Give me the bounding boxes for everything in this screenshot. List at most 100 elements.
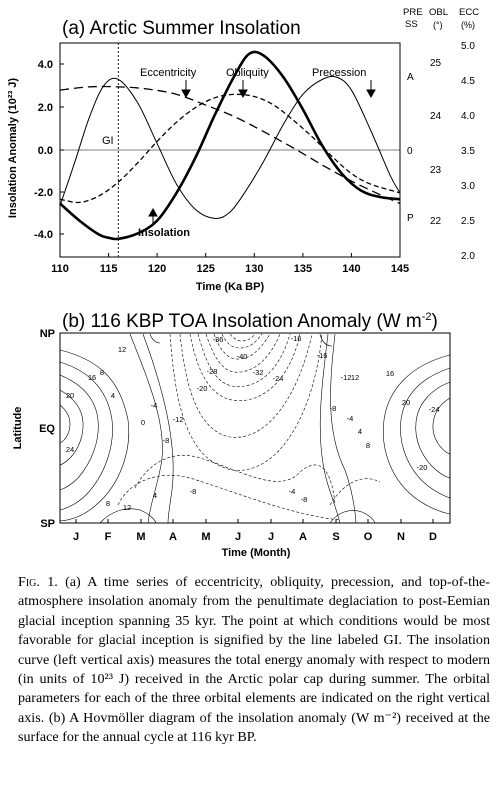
panel-b-xlabel: Time (Month) bbox=[222, 547, 291, 559]
pre-header: PRE bbox=[403, 7, 423, 18]
month-label: N bbox=[397, 531, 405, 543]
contour-label: -20 bbox=[197, 384, 208, 393]
panel-b-title-sup: -2 bbox=[422, 311, 432, 323]
contour-lines bbox=[59, 333, 451, 524]
obl-header: OBL bbox=[429, 7, 448, 18]
series-line-precession bbox=[59, 75, 401, 219]
contour-label: 8 bbox=[366, 441, 370, 450]
contour-label: -40 bbox=[237, 352, 248, 361]
contour-label: -4 bbox=[347, 414, 354, 423]
contour-label: -4 bbox=[151, 401, 158, 410]
y-tick-labels-a: 4.0 2.0 0.0 -2.0 -4.0 bbox=[34, 59, 53, 241]
x-tick-label: 125 bbox=[197, 263, 215, 275]
pre-tick-label: 0 bbox=[407, 146, 413, 157]
ecc-tick-label: 2.0 bbox=[461, 251, 475, 262]
figure: (a) Arctic Summer Insolation Insolation … bbox=[7, 7, 479, 559]
contour-label: 12 bbox=[118, 345, 126, 354]
contour-label: -12 bbox=[341, 373, 352, 382]
contour-label: 12 bbox=[123, 503, 131, 512]
contour-label: 20 bbox=[402, 398, 410, 407]
month-label: M bbox=[201, 531, 210, 543]
x-tick-label: 135 bbox=[294, 263, 312, 275]
contour-label: -12 bbox=[173, 415, 184, 424]
panel-a-ylabel: Insolation Anomaly (10²³ J) bbox=[7, 78, 19, 219]
y-tick-label: EQ bbox=[39, 423, 55, 435]
x-tick-label: 130 bbox=[245, 263, 263, 275]
caption-label: Fig. 1. bbox=[18, 574, 58, 590]
positive-contours bbox=[59, 333, 451, 524]
series-line-obliquity bbox=[59, 93, 401, 204]
figure-caption: Fig. 1. (a) A time series of eccentricit… bbox=[18, 573, 490, 748]
month-label: D bbox=[429, 531, 437, 543]
contour-label: 20 bbox=[66, 391, 74, 400]
annotation-arrows bbox=[148, 80, 376, 224]
y-tick-labels-b: NP EQ SP bbox=[39, 328, 55, 530]
x-tick-label: 110 bbox=[51, 263, 69, 275]
y-tick-label: 4.0 bbox=[38, 59, 53, 71]
ecc-header: ECC bbox=[459, 7, 479, 18]
y-tick-label: SP bbox=[40, 518, 55, 530]
ecc-tick-label: 4.0 bbox=[461, 111, 475, 122]
month-label: M bbox=[136, 531, 145, 543]
gi-label: GI bbox=[102, 135, 114, 147]
contour-label: -32 bbox=[253, 368, 264, 377]
pre-tick-label: A bbox=[407, 72, 414, 83]
month-label: J bbox=[73, 531, 79, 543]
ecc-header-2: (%) bbox=[461, 20, 475, 30]
panel-b-title: (b) 116 KBP TOA Insolation Anomaly (W m-… bbox=[62, 311, 438, 332]
panel-b-ylabel: Latitude bbox=[12, 407, 24, 450]
pre-tick-label: P bbox=[407, 213, 414, 224]
contour-label: 12 bbox=[351, 373, 359, 382]
caption-text: (a) A time series of eccentricity, obliq… bbox=[18, 574, 491, 746]
obl-tick-label: 24 bbox=[430, 111, 442, 122]
series-line-eccentricity bbox=[59, 85, 401, 205]
ecc-tick-label: 3.5 bbox=[461, 146, 475, 157]
contour-label: -16 bbox=[317, 351, 328, 360]
x-tick-label: 115 bbox=[100, 263, 118, 275]
contour-label: 16 bbox=[88, 373, 96, 382]
y-tick-label: 0.0 bbox=[38, 145, 53, 157]
pre-header-2: SS bbox=[405, 19, 418, 30]
month-label: S bbox=[332, 531, 339, 543]
axis-ticks-a bbox=[59, 63, 401, 257]
contour-label: -4 bbox=[289, 487, 296, 496]
contour-label: -8 bbox=[163, 436, 170, 445]
contour-label: 16 bbox=[386, 369, 394, 378]
obl-header-2: (°) bbox=[433, 20, 443, 30]
contour-label-layer: -36 -40 -32 -28 -24 -20 -16 -12 -8 -4 0 … bbox=[66, 334, 440, 512]
month-tick-marks bbox=[75, 519, 434, 523]
contour-label: -28 bbox=[207, 367, 218, 376]
series-layer bbox=[59, 50, 401, 241]
contour-label: -16 bbox=[291, 334, 302, 343]
ecc-tick-label: 3.0 bbox=[461, 181, 475, 192]
ecc-tick-label: 5.0 bbox=[461, 41, 475, 52]
insolation-annotation: Insolation bbox=[138, 227, 190, 239]
contour-label: -20 bbox=[417, 463, 428, 472]
x-tick-labels-a: 110 115 120 125 130 135 140 145 bbox=[51, 263, 409, 275]
panel-b-frame bbox=[59, 332, 451, 524]
obl-tick-label: 23 bbox=[430, 165, 442, 176]
contour-label: 4 bbox=[358, 427, 362, 436]
month-label: F bbox=[105, 531, 112, 543]
month-labels: J F M A M J J A S O N D bbox=[73, 531, 437, 543]
obl-tick-label: 25 bbox=[430, 58, 442, 69]
contour-label: 8 bbox=[100, 368, 104, 377]
contour-label: 8 bbox=[106, 499, 110, 508]
contour-label: 4 bbox=[153, 491, 157, 500]
ecc-tick-label: 4.5 bbox=[461, 76, 475, 87]
contour-label: 0 bbox=[141, 418, 145, 427]
series-line-insolation bbox=[59, 50, 401, 241]
ecc-tick-label: 2.5 bbox=[461, 216, 475, 227]
month-label: A bbox=[299, 531, 307, 543]
month-label: J bbox=[235, 531, 241, 543]
contour-label: -36 bbox=[213, 335, 224, 344]
month-label: A bbox=[169, 531, 177, 543]
month-label: J bbox=[268, 531, 274, 543]
negative-contours bbox=[117, 333, 381, 521]
precession-annotation: Precession bbox=[312, 67, 366, 79]
panel-a-title: (a) Arctic Summer Insolation bbox=[62, 18, 301, 39]
panel-a-xlabel: Time (Ka BP) bbox=[196, 281, 265, 293]
contour-label: 24 bbox=[66, 445, 74, 454]
y-tick-label: -2.0 bbox=[34, 187, 53, 199]
contour-label: -24 bbox=[273, 374, 284, 383]
